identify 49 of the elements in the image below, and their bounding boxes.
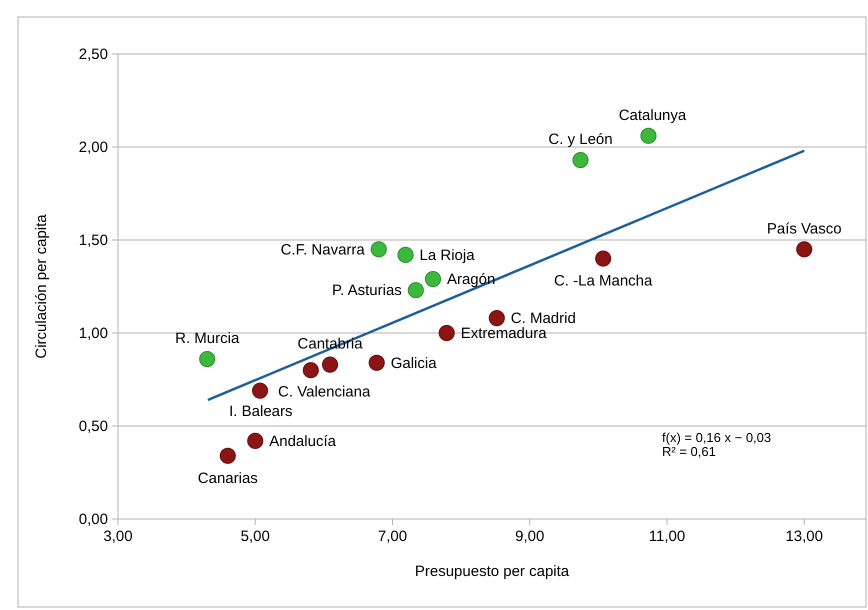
annotation: Galicia	[390, 354, 438, 372]
y-tick-label: 0,00	[78, 511, 108, 528]
x-tick-label: 13,00	[785, 528, 824, 545]
x-axis-title: Presupuesto per capita	[414, 563, 570, 580]
point	[220, 448, 236, 464]
y-tick-label: 2,50	[78, 46, 108, 63]
point	[424, 271, 442, 288]
annotation: C. -La Mancha	[554, 272, 654, 290]
point	[796, 241, 812, 258]
annotation: Aragón	[446, 271, 496, 288]
annotation: Canarias	[198, 470, 258, 487]
point	[397, 246, 414, 263]
point	[252, 382, 268, 399]
point	[408, 282, 424, 298]
point	[488, 310, 505, 326]
point	[368, 354, 385, 371]
annotation: La Rioja	[420, 246, 476, 264]
annotation: C. Madrid	[510, 310, 576, 328]
point	[370, 241, 387, 258]
point	[302, 362, 319, 378]
x-tick-label: 3,00	[103, 528, 133, 545]
annotation: País Vasco	[766, 220, 842, 238]
x-tick-label: 5,00	[240, 528, 270, 545]
y-tick-label: 0,50	[78, 418, 108, 435]
annotation: C. Valenciana	[278, 384, 371, 401]
x-tick-label: 7,00	[378, 528, 408, 545]
point	[199, 350, 216, 368]
y-tick-label: 1,50	[78, 232, 108, 249]
point	[640, 128, 657, 144]
annotation: Andalucía	[269, 432, 337, 450]
point	[438, 324, 455, 342]
annotation: P. Asturias	[332, 282, 402, 300]
point	[322, 356, 338, 373]
annotation: R² = 0,61	[662, 444, 716, 459]
annotation: R. Murcia	[175, 330, 240, 348]
y-axis-title: Circulación per capita	[33, 214, 50, 359]
annotation: C. y León	[548, 131, 613, 148]
point	[247, 432, 264, 449]
annotation: C.F. Navarra	[280, 241, 366, 258]
x-tick-label: 9,00	[515, 528, 544, 545]
x-tick-label: 11,00	[648, 528, 686, 545]
y-tick-label: 1,00	[78, 325, 108, 342]
annotation: I. Balears	[229, 403, 293, 420]
annotation: Catalunya	[618, 106, 687, 124]
annotation: f(x) = 0,16 x − 0,03	[662, 430, 772, 445]
annotation: Extremadura	[460, 325, 548, 342]
y-tick-label: 2,00	[78, 139, 108, 156]
point	[595, 250, 612, 267]
point	[572, 152, 589, 168]
